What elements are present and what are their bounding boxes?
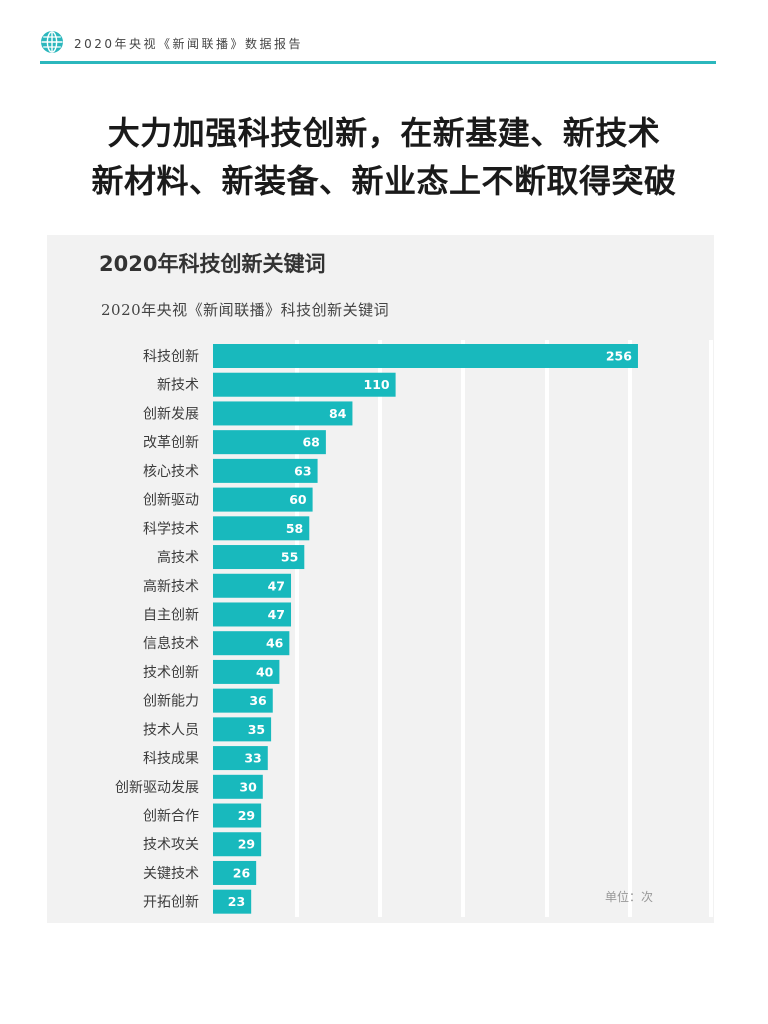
bar xyxy=(213,602,292,627)
headline-line-1: 大力加强科技创新，在新基建、新技术 xyxy=(107,114,661,152)
report-header: 2020年央视《新闻联播》数据报告 xyxy=(40,28,716,64)
bar xyxy=(213,774,263,799)
bar xyxy=(213,344,638,368)
category-label: 创新合作 xyxy=(143,809,199,825)
category-label: 技术人员 xyxy=(143,722,199,738)
category-label: 核心技术 xyxy=(143,464,199,480)
value-label: 36 xyxy=(249,693,267,708)
category-label: 技术创新 xyxy=(143,665,199,681)
value-label: 47 xyxy=(268,607,285,622)
bar xyxy=(213,803,262,828)
value-label: 26 xyxy=(233,865,251,880)
bar xyxy=(213,487,313,512)
value-label: 84 xyxy=(329,406,347,421)
category-label: 关键技术 xyxy=(143,866,199,882)
category-label: 自主创新 xyxy=(143,607,199,623)
bar xyxy=(213,889,252,914)
header-title: 2020年央视《新闻联播》数据报告 xyxy=(74,37,304,51)
value-label: 58 xyxy=(286,521,303,536)
value-label: 47 xyxy=(268,578,285,593)
value-label: 33 xyxy=(244,751,261,766)
value-label: 110 xyxy=(364,377,390,392)
category-label: 科技创新 xyxy=(143,349,199,365)
bar xyxy=(213,860,257,885)
chart-title: 2020年科技创新关键词 xyxy=(99,252,326,276)
bar xyxy=(213,717,272,742)
value-label: 46 xyxy=(266,636,284,651)
bar xyxy=(213,545,305,570)
chart-subtitle: 2020年央视《新闻联播》科技创新关键词 xyxy=(101,301,390,319)
bar xyxy=(213,746,268,771)
category-label: 创新能力 xyxy=(143,694,199,710)
category-label: 高新技术 xyxy=(143,578,199,595)
value-label: 29 xyxy=(238,808,255,823)
headline-line-2: 新材料、新装备、新业态上不断取得突破 xyxy=(91,162,677,200)
value-label: 256 xyxy=(606,349,632,364)
bar xyxy=(213,401,353,426)
bar xyxy=(213,573,292,598)
value-label: 35 xyxy=(248,722,265,737)
value-label: 55 xyxy=(281,550,298,565)
bar-chart: 科技创新 256 新技术 110 创新发展 84 改革创新 68 核心技术 63 创新驱动 60 科学技… xyxy=(115,340,713,917)
bar xyxy=(213,832,262,857)
unit-label: 单位：次 xyxy=(605,889,653,904)
category-label: 高技术 xyxy=(157,549,199,566)
category-label: 创新发展 xyxy=(143,406,199,422)
value-label: 29 xyxy=(238,837,255,852)
category-label: 改革创新 xyxy=(143,435,199,451)
category-label: 信息技术 xyxy=(143,635,199,652)
category-label: 开拓创新 xyxy=(143,895,199,911)
value-label: 63 xyxy=(294,463,311,478)
bar xyxy=(213,430,326,455)
bar xyxy=(213,372,396,397)
category-label: 科学技术 xyxy=(143,521,199,537)
bar xyxy=(213,516,310,541)
value-label: 68 xyxy=(302,435,319,450)
globe-icon xyxy=(41,31,63,53)
value-label: 40 xyxy=(256,664,274,679)
bar xyxy=(213,688,273,713)
value-label: 23 xyxy=(228,894,245,909)
bar xyxy=(213,659,280,684)
bar xyxy=(213,458,318,483)
value-label: 60 xyxy=(289,492,307,507)
header-divider xyxy=(40,61,716,64)
bar xyxy=(213,631,290,656)
value-label: 30 xyxy=(239,779,257,794)
category-label: 科技成果 xyxy=(143,751,199,767)
category-label: 创新驱动 xyxy=(143,493,199,509)
category-label: 创新驱动发展 xyxy=(115,780,199,796)
category-label: 技术攻关 xyxy=(143,837,199,853)
category-label: 新技术 xyxy=(157,378,199,394)
chart-panel: 2020年科技创新关键词 2020年央视《新闻联播》科技创新关键词 科技创新 25… xyxy=(47,235,714,923)
